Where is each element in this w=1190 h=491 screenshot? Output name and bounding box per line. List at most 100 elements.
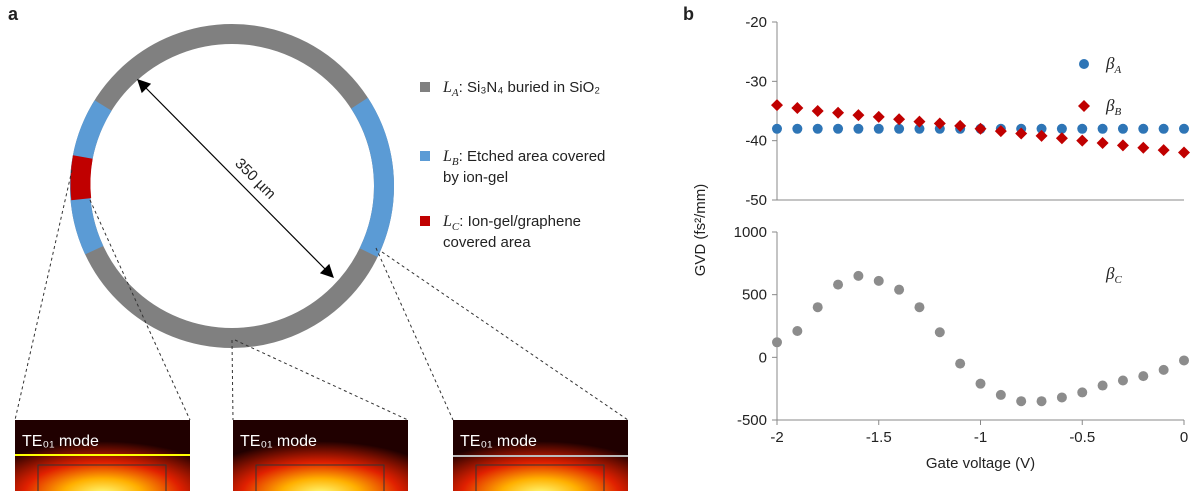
legend-text-line: by ion-gel	[443, 169, 508, 186]
point	[852, 109, 865, 122]
point	[1158, 364, 1169, 375]
point	[1116, 139, 1129, 152]
legend-name: β	[1105, 264, 1115, 283]
mode-label: TE₀₁ mode	[22, 433, 99, 450]
legend-symbol-sub: B	[452, 156, 459, 168]
point	[772, 337, 782, 348]
point	[1158, 123, 1169, 134]
point	[812, 123, 823, 134]
y-tick-label: -500	[737, 412, 767, 429]
legend-label: βB	[1105, 96, 1121, 118]
legend-swatch	[420, 216, 430, 226]
legend-text: LA: Si₃N₄ buried in SiO₂	[442, 79, 600, 99]
point	[1117, 123, 1128, 134]
point	[1077, 387, 1088, 398]
point	[995, 389, 1006, 400]
point	[873, 275, 884, 286]
legend-name: β	[1105, 54, 1115, 73]
point	[811, 105, 824, 117]
point	[833, 123, 844, 134]
point	[914, 123, 925, 134]
legend-marker	[1078, 100, 1090, 112]
point	[913, 115, 926, 128]
point	[772, 123, 782, 134]
point	[894, 284, 905, 295]
legend-name-sub: B	[1114, 106, 1121, 118]
zoom-lines	[14, 169, 629, 421]
x-tick-label: -0.5	[1069, 429, 1095, 446]
point	[832, 106, 845, 119]
legend-text: LC: Ion-gel/graphene	[442, 213, 581, 233]
point	[954, 119, 967, 132]
point	[1117, 375, 1128, 386]
point	[975, 378, 986, 389]
point	[934, 327, 945, 338]
point	[853, 270, 864, 281]
point	[872, 110, 885, 123]
legend-name-sub: C	[1114, 274, 1122, 286]
y-tick-label: -50	[745, 192, 767, 209]
point	[893, 113, 906, 126]
point	[914, 302, 925, 313]
point	[792, 326, 803, 337]
legend-marker	[1079, 59, 1089, 69]
point	[1097, 123, 1108, 134]
point	[1035, 129, 1048, 142]
point	[791, 102, 804, 115]
point	[1179, 355, 1189, 366]
point	[812, 302, 823, 313]
x-tick-label: -2	[770, 429, 783, 446]
mode-label: TE₀₁ mode	[460, 433, 537, 450]
legend-text-line: : Ion-gel/graphene	[459, 213, 581, 230]
legend-symbol: L	[442, 213, 452, 230]
legend-swatch	[420, 82, 430, 92]
y-tick-label: 1000	[734, 224, 767, 241]
x-axis-label: Gate voltage (V)	[926, 455, 1035, 472]
point	[1137, 141, 1150, 154]
legend-label: βC	[1105, 264, 1122, 286]
point	[853, 123, 864, 134]
point	[1016, 396, 1027, 407]
x-tick-label: 0	[1180, 429, 1188, 446]
x-tick-label: -1.5	[866, 429, 892, 446]
point	[792, 123, 803, 134]
legend-swatch	[420, 151, 430, 161]
y-tick-label: 500	[742, 287, 767, 304]
point	[1138, 371, 1149, 382]
point	[1138, 123, 1149, 134]
point	[1056, 123, 1067, 134]
point	[974, 122, 987, 135]
point	[1056, 392, 1067, 403]
legend-symbol: L	[442, 148, 452, 165]
panel-label: b	[683, 4, 694, 24]
point	[1036, 123, 1047, 134]
panel-label: a	[8, 4, 19, 24]
y-tick-label: -20	[745, 14, 767, 31]
y-tick-label: -30	[745, 73, 767, 90]
y-axis-label: GVD (fs²/mm)	[692, 184, 709, 276]
x-tick-label: -1	[974, 429, 987, 446]
ring	[70, 24, 394, 348]
point	[771, 99, 783, 112]
point	[1077, 123, 1088, 134]
legend-symbol-sub: A	[451, 87, 459, 99]
mode-label: TE₀₁ mode	[240, 433, 317, 450]
point	[1157, 144, 1170, 157]
legend-text: LB: Etched area covered	[442, 148, 605, 168]
legend-name: β	[1105, 96, 1115, 115]
mode-images	[15, 420, 628, 491]
y-tick-label: 0	[759, 349, 767, 366]
legend-text-line: covered area	[443, 234, 531, 251]
point	[894, 123, 905, 134]
legend-symbol: L	[442, 79, 452, 96]
point	[1036, 396, 1047, 407]
point	[933, 117, 946, 130]
legend-symbol-sub: C	[452, 221, 460, 233]
legend-text-line: : Si₃N₄ buried in SiO₂	[459, 79, 601, 96]
point	[955, 358, 966, 369]
point	[1096, 137, 1109, 150]
legend-text-line: : Etched area covered	[459, 148, 606, 165]
point	[1055, 132, 1068, 145]
legend-name-sub: A	[1113, 64, 1121, 76]
